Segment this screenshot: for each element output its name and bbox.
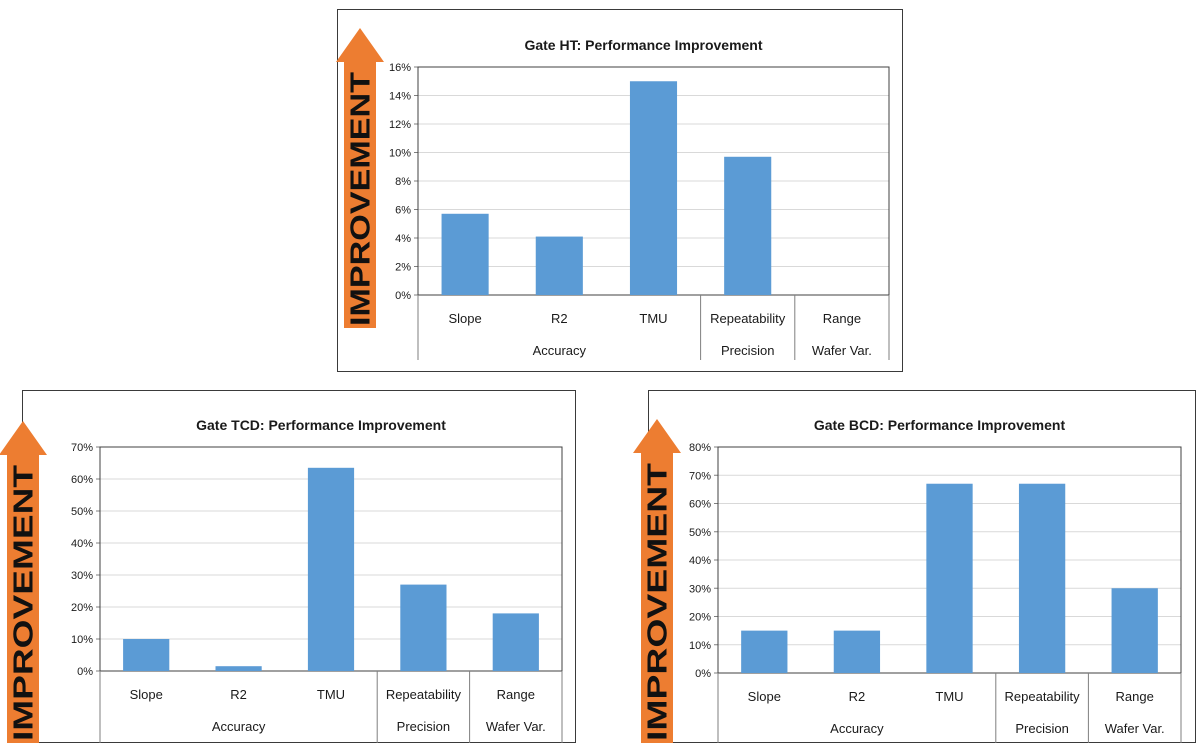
y-axis-label-improvement: IMPROVEMENT [8,465,39,741]
bar-repeatability [1018,483,1066,673]
x-tick-label: Range [1116,689,1154,704]
up-arrow-icon [336,28,384,328]
chart-panel-gate-ht: IMPROVEMENT Gate HT: Performance Improvem… [336,9,903,372]
x-tick-label: Range [823,311,861,326]
bar-slope [441,213,489,295]
y-axis-label-improvement: IMPROVEMENT [345,72,376,326]
group-label: Precision [721,343,774,358]
chart-title: Gate TCD: Performance Improvement [196,417,446,433]
y-tick-label: 16% [389,62,411,74]
x-tick-label: TMU [639,311,667,326]
x-tick-label: Slope [748,689,781,704]
bar-range [1111,588,1158,673]
y-tick-label: 30% [71,570,93,582]
improvement-arrow: IMPROVEMENT [336,28,384,328]
bar-repeatability [400,584,447,671]
x-tick-label: Repeatability [710,311,786,326]
group-label: Precision [1015,721,1068,736]
chart-panel-gate-bcd: IMPROVEMENT Gate BCD: Performance Improve… [633,390,1196,743]
group-label: Wafer Var. [812,343,872,358]
y-tick-label: 20% [689,612,711,624]
group-label: Accuracy [533,343,587,358]
improvement-arrow: IMPROVEMENT [633,419,681,743]
bar-repeatability [724,156,772,295]
y-axis-label-improvement: IMPROVEMENT [642,463,673,741]
y-tick-label: 0% [395,290,411,302]
x-tick-label: R2 [849,689,866,704]
x-tick-label: R2 [551,311,568,326]
x-tick-label: Slope [448,311,481,326]
y-tick-label: 8% [395,176,411,188]
bar-tmu [629,81,678,295]
y-tick-label: 80% [689,442,711,454]
chart-gate-ht: IMPROVEMENT Gate HT: Performance Improvem… [336,28,890,360]
group-label: Accuracy [830,721,884,736]
y-tick-label: 40% [689,555,711,567]
group-label: Wafer Var. [486,719,546,734]
group-label: Accuracy [212,719,266,734]
y-tick-label: 30% [689,583,711,595]
improvement-arrow: IMPROVEMENT [0,421,47,743]
chart-gate-bcd: IMPROVEMENT Gate BCD: Performance Improve… [633,417,1182,743]
chart-title: Gate BCD: Performance Improvement [814,417,1066,433]
y-tick-label: 14% [389,91,411,103]
y-tick-label: 50% [71,506,93,518]
bar-r2 [215,666,262,671]
bar-tmu [926,483,973,673]
y-tick-label: 0% [695,668,711,680]
y-tick-label: 0% [77,666,93,678]
group-label: Wafer Var. [1105,721,1165,736]
group-label: Precision [397,719,450,734]
y-tick-label: 50% [689,527,711,539]
y-tick-label: 10% [389,148,411,160]
y-tick-label: 12% [389,119,411,131]
bar-range [492,613,539,671]
x-tick-label: Range [497,687,535,702]
x-tick-label: TMU [317,687,345,702]
bar-r2 [833,630,881,673]
y-tick-label: 70% [71,442,93,454]
y-tick-label: 70% [689,470,711,482]
bar-r2 [535,236,583,295]
chart-gate-tcd: IMPROVEMENT Gate TCD: Performance Improve… [0,417,563,743]
y-tick-label: 60% [689,499,711,511]
x-tick-label: Slope [130,687,163,702]
x-tick-label: Repeatability [386,687,462,702]
y-tick-label: 4% [395,233,411,245]
up-arrow-icon [0,421,47,743]
y-tick-label: 10% [71,634,93,646]
y-tick-label: 40% [71,538,93,550]
x-tick-label: TMU [935,689,963,704]
y-tick-label: 6% [395,205,411,217]
y-tick-label: 10% [689,640,711,652]
x-tick-label: Repeatability [1005,689,1081,704]
y-tick-label: 60% [71,474,93,486]
chart-panel-gate-tcd: IMPROVEMENT Gate TCD: Performance Improve… [0,390,576,743]
up-arrow-icon [633,419,681,743]
y-tick-label: 2% [395,262,411,274]
x-tick-label: R2 [230,687,247,702]
bar-tmu [307,467,355,671]
chart-title: Gate HT: Performance Improvement [524,37,762,53]
y-tick-label: 20% [71,602,93,614]
bar-slope [741,630,788,673]
bar-slope [123,639,170,671]
